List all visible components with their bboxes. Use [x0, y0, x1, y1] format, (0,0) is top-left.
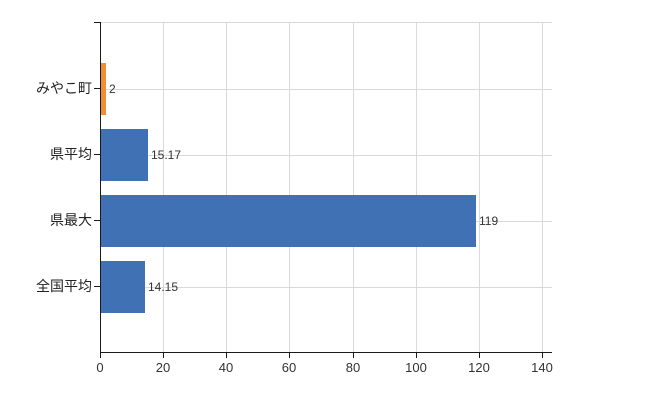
x-axis-line	[100, 352, 552, 353]
x-axis-tick-80	[353, 353, 354, 358]
bar-value-label-3: 14.15	[148, 280, 179, 294]
x-axis-tick-label-80: 80	[345, 360, 361, 375]
vertical-gridline-100	[416, 23, 417, 353]
category-label-1: 県平均	[50, 146, 92, 162]
category-label-2: 県最大	[50, 212, 92, 228]
category-tick-0	[94, 88, 100, 89]
x-axis-tick-label-120: 120	[468, 360, 490, 375]
bar-3	[100, 261, 145, 313]
bar-0	[100, 63, 106, 115]
bar-1	[100, 129, 148, 181]
x-axis-tick-label-40: 40	[218, 360, 234, 375]
bar-value-label-2: 119	[479, 214, 499, 228]
category-tick-1	[94, 154, 100, 155]
x-axis-tick-140	[542, 353, 543, 358]
horizontal-gridline-3	[100, 287, 552, 288]
x-axis-tick-120	[479, 353, 480, 358]
x-axis-tick-40	[226, 353, 227, 358]
x-axis-tick-60	[289, 353, 290, 358]
category-tick-2	[94, 220, 100, 221]
category-label-3: 全国平均	[36, 278, 92, 294]
y-axis-line	[100, 22, 101, 353]
x-axis-tick-label-60: 60	[281, 360, 297, 375]
x-axis-tick-label-100: 100	[405, 360, 427, 375]
vertical-gridline-80	[353, 23, 354, 353]
horizontal-gridline-0	[100, 89, 552, 90]
y-axis-top-tick	[94, 22, 101, 23]
x-axis-tick-label-140: 140	[531, 360, 553, 375]
bar-value-label-0: 2	[109, 82, 116, 96]
vertical-gridline-120	[479, 23, 480, 353]
x-axis-tick-label-0: 0	[96, 360, 104, 375]
x-axis-tick-label-20: 20	[155, 360, 171, 375]
horizontal-gridline-1	[100, 155, 552, 156]
bar-2	[100, 195, 476, 247]
x-axis-tick-0	[100, 353, 101, 358]
vertical-gridline-140	[542, 23, 543, 353]
vertical-gridline-40	[226, 23, 227, 353]
vertical-gridline-60	[289, 23, 290, 353]
bar-value-label-1: 15.17	[151, 148, 182, 162]
plot-area: 2 15.17 119 14.15	[100, 22, 552, 353]
category-tick-3	[94, 286, 100, 287]
vertical-gridline-20	[163, 23, 164, 353]
category-label-0: みやこ町	[36, 80, 92, 96]
x-axis-tick-100	[416, 353, 417, 358]
x-axis-tick-20	[163, 353, 164, 358]
